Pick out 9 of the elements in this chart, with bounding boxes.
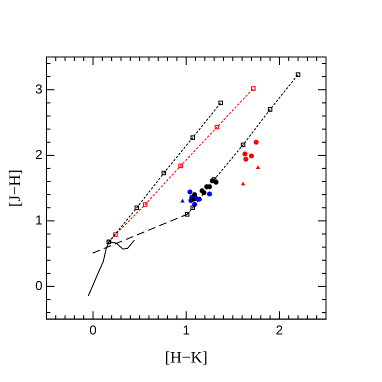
y-tick-label: 0 — [35, 278, 42, 294]
x-tick-label: 2 — [276, 322, 284, 338]
x-tick-label: 0 — [89, 322, 97, 338]
x-axis-title: [H−K] — [164, 350, 208, 367]
x-tick-label: 1 — [182, 322, 190, 338]
y-tick-label: 3 — [35, 81, 42, 96]
y-tick-label: 1 — [35, 212, 42, 228]
y-tick-label: 2 — [35, 146, 42, 162]
y-axis-title: [J−H] — [6, 169, 24, 207]
